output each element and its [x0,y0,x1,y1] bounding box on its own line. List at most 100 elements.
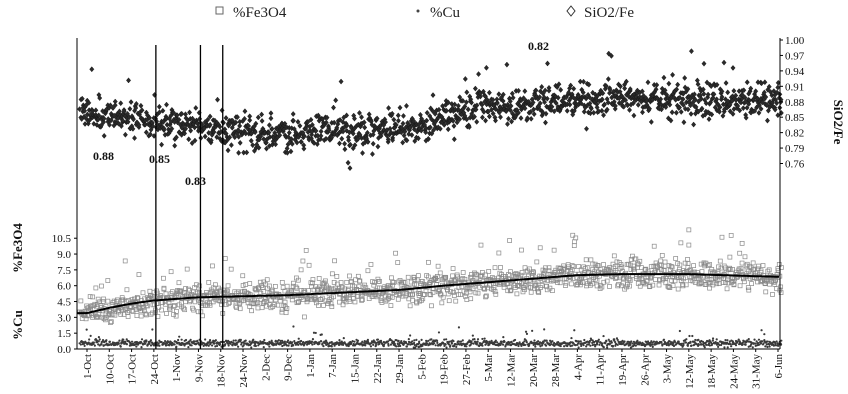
cu-point [373,340,376,343]
sio2fe-point [383,119,388,125]
cu-point [751,346,754,349]
cu-point [685,338,688,341]
cu-point [307,342,311,345]
fe3o4-point [328,301,334,307]
sio2fe-point [268,115,274,122]
sio2fe-point [133,105,139,111]
fe3o4-point [359,297,364,303]
cu-point [690,344,693,347]
cu-point [415,338,418,341]
sio2fe-point [314,141,320,148]
x-tick-label: 27-Feb [461,354,473,386]
cu-point [403,342,406,345]
cu-point [734,344,738,347]
fe3o4-point [749,281,754,286]
fe3o4-point [102,317,108,323]
left-tick-label: 0.0 [57,344,71,356]
fe3o4-point [395,260,401,265]
cu-point [726,346,729,349]
cu-point [762,342,765,345]
cu-point [465,345,468,348]
cu-point [768,345,771,348]
sio2fe-point [159,141,165,148]
fe3o4-point [569,281,574,287]
cu-point [711,339,714,342]
sio2fe-point [120,117,126,124]
sio2fe-point [234,114,240,121]
fe3o4-point [737,250,743,256]
sio2fe-point [431,127,436,134]
cu-point [330,340,333,344]
cu-point [113,341,116,344]
fe3o4-point [436,287,442,292]
fe3o4-point [108,320,113,325]
cu-point [694,338,697,342]
sio2fe-point [640,109,645,116]
cu-point [660,340,663,344]
fe3o4-point [303,248,309,253]
fe3o4-point [422,292,428,297]
fe3o4-point [306,288,311,293]
sio2fe-point [452,101,458,108]
cu-point [252,338,255,341]
sio2fe-point [305,118,311,125]
cu-point [502,336,505,339]
annotation-label: 0.88 [93,149,114,163]
fe3o4-point [440,294,446,300]
fe3o4-point [87,294,93,299]
sio2fe-point [217,123,223,130]
x-tick-label: 18-May [706,354,718,389]
fe3o4-point [255,300,261,306]
fe3o4-point [306,262,312,268]
cu-point [195,342,198,345]
cu-point [397,345,400,348]
cu-point [559,344,562,348]
sio2fe-point [324,114,330,121]
cu-point [434,344,437,347]
cu-point [583,338,586,342]
sio2fe-point [193,105,199,111]
fe3o4-point [446,298,452,304]
sio2fe-point [400,139,406,146]
cu-point [350,341,353,344]
right-tick-label: 0.91 [785,81,804,93]
cu-point [673,340,677,344]
fe3o4-point [339,284,345,290]
fe3o4-point [108,319,114,325]
cu-point [629,343,632,346]
sio2fe-point [290,111,296,117]
x-tick-label: 7-Jan [327,354,339,378]
sio2fe-point [295,118,301,125]
left-tick-label: 1.5 [57,328,71,340]
fe3o4-point [571,264,577,269]
sio2fe-point [268,110,274,117]
sio2fe-point [462,76,468,82]
sio2fe-point [669,109,675,116]
cu-point [149,344,153,347]
fe3o4-point [420,278,425,284]
sio2fe-point [237,122,243,129]
cu-point [281,344,284,348]
fe3o4-point [235,297,241,303]
cu-point [726,339,729,342]
cu-point [149,339,153,342]
sio2fe-point [139,107,145,114]
x-tick-label: 20-Mar [528,354,540,387]
cu-point [747,337,750,341]
cu-point [297,337,300,340]
x-tick-label: 17-Oct [127,354,139,385]
cu-point [98,338,101,341]
fe3o4-point [707,262,712,267]
cu-point [237,345,240,348]
fe3o4-point [357,278,363,284]
cu-point [170,344,174,347]
cu-point [79,343,82,346]
cu-point [433,342,436,345]
fe3o4-point [206,280,212,285]
cu-point [140,338,144,341]
cu-point [579,340,582,343]
cu-point [235,343,238,346]
x-tick-label: 11-Apr [595,354,607,386]
fe3o4-point [498,265,503,270]
sio2fe-point [375,143,381,150]
